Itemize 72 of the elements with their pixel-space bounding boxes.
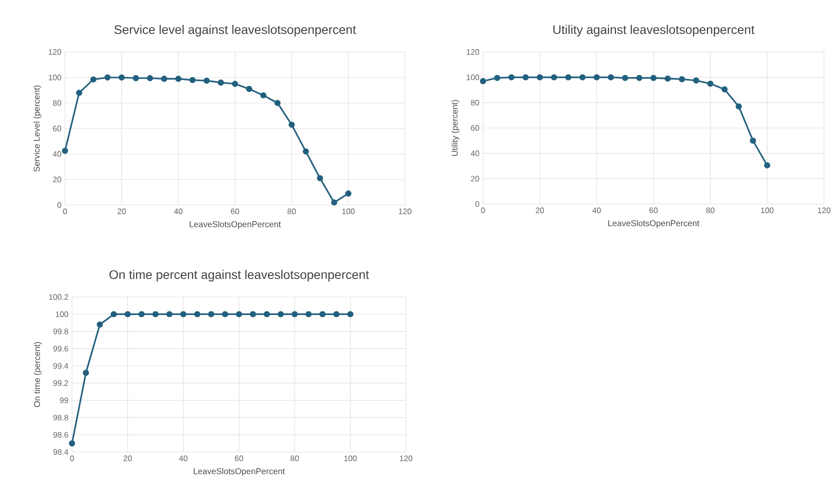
point	[331, 199, 338, 206]
point	[82, 370, 90, 376]
point	[278, 311, 284, 318]
point	[68, 440, 76, 446]
point	[232, 80, 238, 87]
point	[622, 74, 628, 82]
point	[736, 103, 742, 110]
chart-title: On time percent against leaveslotsopenpercent	[109, 270, 370, 282]
point	[707, 80, 714, 87]
chart-title: Utility against leaveslotsopenpercent	[553, 24, 754, 36]
y-axis-title: On time (percent)	[34, 342, 42, 408]
point	[608, 74, 614, 80]
point	[96, 321, 103, 328]
point	[536, 74, 543, 80]
point	[302, 148, 309, 155]
point	[550, 74, 558, 80]
chart-title: Service level against leaveslotsopenpercent	[114, 24, 356, 36]
point	[764, 162, 770, 168]
point	[236, 311, 242, 318]
point	[161, 76, 168, 82]
point	[345, 190, 352, 197]
point	[218, 80, 224, 86]
point	[664, 76, 671, 82]
point	[118, 74, 125, 81]
point	[90, 76, 96, 82]
point	[246, 86, 252, 92]
point	[288, 122, 295, 128]
point	[264, 311, 270, 318]
point	[208, 311, 214, 318]
point	[146, 75, 154, 82]
point	[565, 74, 572, 80]
point	[693, 77, 700, 84]
point	[305, 311, 312, 318]
point	[62, 148, 68, 154]
point	[522, 74, 529, 80]
y-axis-title: Service Level (percent)	[33, 86, 42, 172]
point	[250, 311, 256, 318]
point	[166, 311, 173, 318]
point	[721, 86, 728, 92]
point	[319, 311, 326, 318]
point	[274, 100, 281, 106]
point	[508, 74, 515, 80]
point	[138, 311, 145, 318]
point	[132, 75, 139, 82]
point	[152, 311, 159, 318]
point	[494, 74, 500, 82]
point	[480, 78, 486, 84]
point	[260, 92, 266, 98]
point	[678, 76, 686, 82]
x-axis-title: LeaveSlotsOpenPercent	[190, 220, 281, 229]
point	[180, 311, 186, 318]
point	[636, 74, 642, 82]
x-axis-title: LeaveSlotsOpenPercent	[194, 468, 285, 476]
point	[204, 78, 210, 84]
point	[316, 175, 324, 182]
point	[124, 311, 131, 318]
y-axis-title: Utility (percent)	[451, 100, 460, 156]
point	[175, 76, 182, 82]
point	[222, 311, 228, 318]
point	[110, 311, 117, 318]
point	[750, 138, 756, 144]
point	[333, 311, 340, 318]
point	[76, 90, 82, 96]
point	[104, 74, 111, 81]
point	[189, 76, 196, 84]
point	[579, 74, 586, 80]
point	[194, 311, 200, 318]
x-axis-title: LeaveSlotsOpenPercent	[608, 220, 700, 228]
point	[594, 74, 600, 80]
point	[347, 311, 354, 318]
point	[650, 74, 657, 82]
point	[292, 311, 298, 318]
